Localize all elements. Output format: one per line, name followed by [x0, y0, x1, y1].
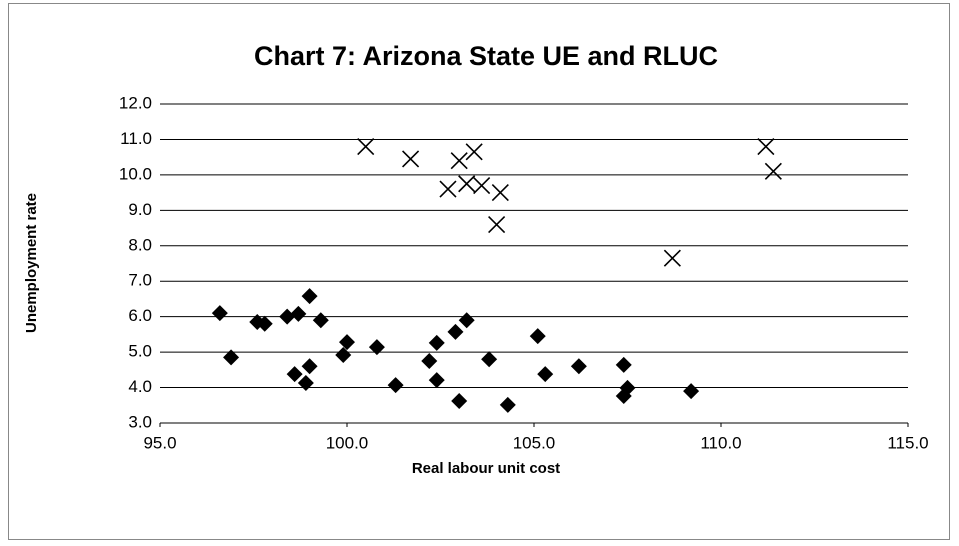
diamond-point [335, 346, 352, 363]
diamond-point [301, 288, 318, 305]
diamond-point [223, 349, 240, 366]
y-tick-label: 11.0 [120, 129, 152, 148]
diamond-point [301, 358, 318, 375]
diamond-point [286, 366, 303, 383]
diamond-point [297, 374, 314, 391]
x-point [458, 175, 476, 193]
y-tick-label: 10.0 [119, 164, 152, 183]
diamond-point [615, 356, 632, 373]
y-tick-label: 12.0 [119, 93, 152, 112]
x-axis-label: Real labour unit cost [412, 460, 560, 477]
diamond-point [481, 351, 498, 368]
diamond-point [537, 366, 554, 383]
x-point [439, 180, 457, 198]
diamond-point [256, 315, 273, 332]
y-tick-label: 9.0 [128, 200, 152, 219]
y-tick-label: 3.0 [128, 412, 152, 431]
diamond-point [570, 358, 587, 375]
x-point [764, 162, 782, 180]
y-tick-label: 4.0 [128, 377, 152, 396]
diamond-point [339, 334, 355, 351]
y-tick-label: 6.0 [128, 306, 152, 325]
diamond-point [290, 305, 307, 322]
x-tick-label: 95.0 [143, 433, 176, 452]
x-point [357, 137, 375, 156]
diamond-point [529, 328, 546, 345]
y-tick-label: 7.0 [128, 271, 152, 290]
x-tick-label: 100.0 [326, 433, 369, 452]
diamond-point [368, 339, 385, 356]
x-tick-label: 110.0 [700, 433, 741, 452]
diamond-point [421, 352, 438, 369]
y-tick-label: 8.0 [128, 235, 152, 254]
x-point [450, 152, 468, 170]
y-tick-label: 5.0 [128, 342, 152, 361]
diamond-point [683, 383, 700, 400]
diamond-point [387, 377, 404, 394]
diamond-point [428, 334, 445, 351]
diamond-point [451, 393, 468, 410]
diamond-point [458, 312, 475, 329]
diamond-point [312, 312, 329, 329]
chart-border [8, 3, 950, 540]
diamond-point [211, 305, 228, 322]
x-point [663, 249, 681, 267]
diamond-point [447, 323, 464, 340]
x-point [473, 176, 491, 195]
diamond-point [279, 308, 296, 325]
x-point [488, 215, 506, 234]
chart-title: Chart 7: Arizona State UE and RLUC [254, 41, 718, 71]
x-point [491, 184, 509, 202]
x-point [402, 150, 420, 168]
y-axis-label: Unemployment rate [23, 193, 40, 333]
x-tick-label: 115.0 [887, 433, 928, 452]
diamond-point [615, 388, 632, 405]
diamond-point [499, 396, 516, 413]
x-point [465, 143, 483, 161]
x-point [757, 137, 775, 156]
diamond-point [428, 372, 445, 389]
x-tick-label: 105.0 [513, 433, 556, 452]
